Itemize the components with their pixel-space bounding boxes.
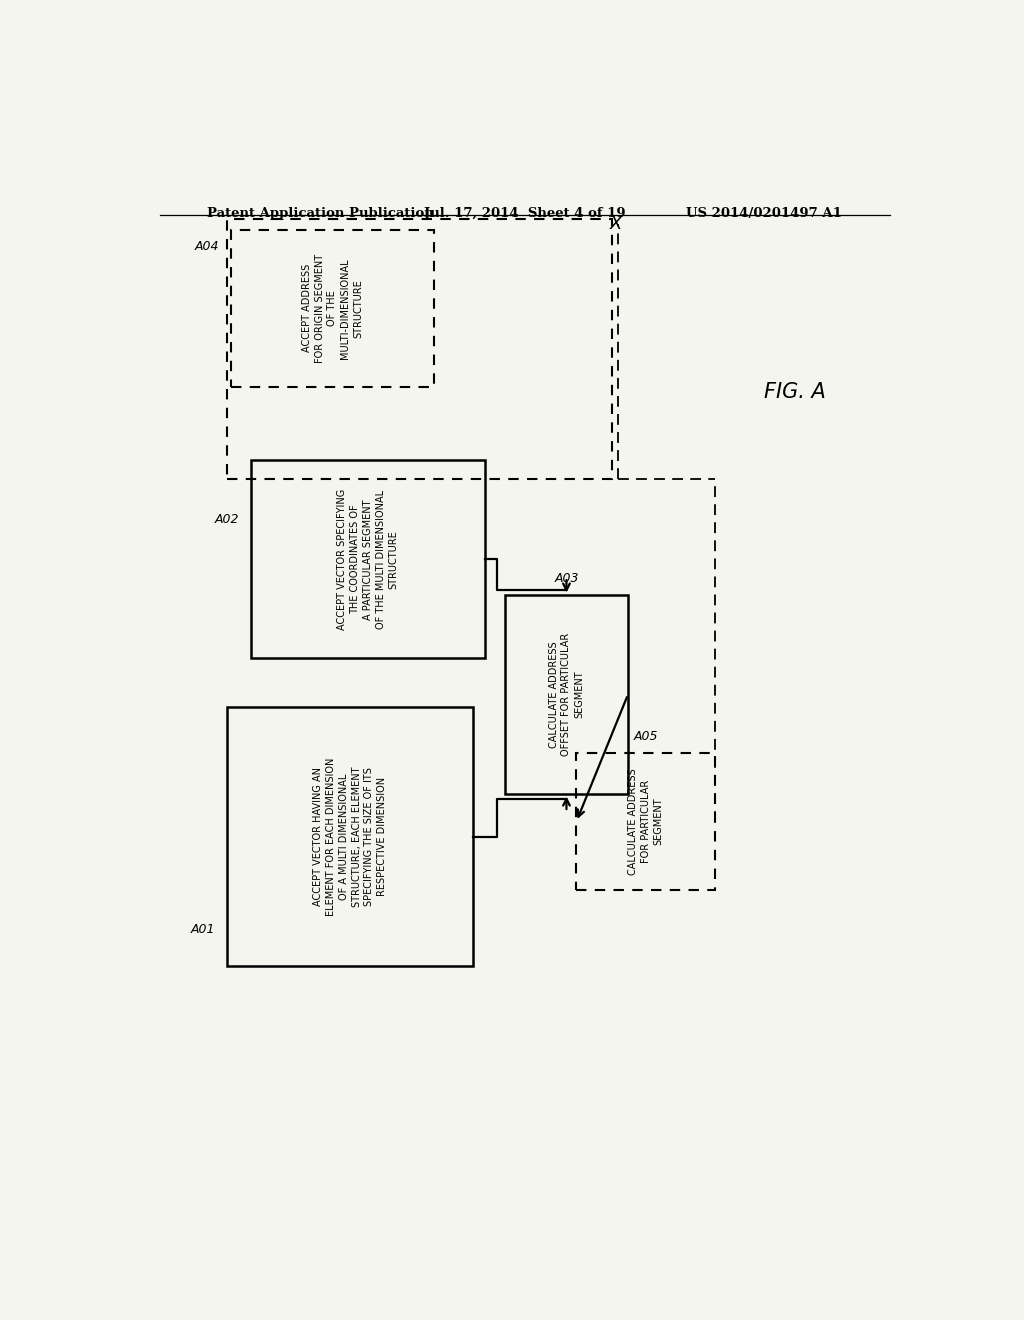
- Bar: [227, 708, 473, 966]
- Bar: [227, 219, 612, 479]
- Text: ACCEPT ADDRESS
FOR ORIGIN SEGMENT
OF THE
MULTI-DIMENSIONAL
STRUCTURE: ACCEPT ADDRESS FOR ORIGIN SEGMENT OF THE…: [302, 253, 362, 363]
- Text: Patent Application Publication: Patent Application Publication: [207, 207, 434, 220]
- Text: US 2014/0201497 A1: US 2014/0201497 A1: [686, 207, 842, 220]
- Text: A05: A05: [634, 730, 658, 743]
- Text: ACCEPT VECTOR HAVING AN
ELEMENT FOR EACH DIMENSION
OF A MULTI DIMENSIONAL
STRUCT: ACCEPT VECTOR HAVING AN ELEMENT FOR EACH…: [313, 758, 387, 916]
- Text: A03: A03: [554, 573, 579, 585]
- Text: X: X: [610, 215, 623, 234]
- Bar: [505, 595, 628, 793]
- Text: Jul. 17, 2014  Sheet 4 of 19: Jul. 17, 2014 Sheet 4 of 19: [424, 207, 626, 220]
- Text: FIG. A: FIG. A: [764, 383, 825, 403]
- Text: CALCULATE ADDRESS
FOR PARTICULAR
SEGMENT: CALCULATE ADDRESS FOR PARTICULAR SEGMENT: [628, 768, 664, 875]
- Text: A04: A04: [195, 240, 219, 252]
- Bar: [231, 230, 433, 387]
- Text: CALCULATE ADDRESS
OFFSET FOR PARTICULAR
SEGMENT: CALCULATE ADDRESS OFFSET FOR PARTICULAR …: [549, 632, 585, 756]
- Text: A02: A02: [215, 513, 240, 527]
- Bar: [577, 752, 716, 890]
- Text: A01: A01: [190, 923, 215, 936]
- Text: ACCEPT VECTOR SPECIFYING
THE COORDINATES OF
A PARTICULAR SEGMENT
OF THE MULTI DI: ACCEPT VECTOR SPECIFYING THE COORDINATES…: [338, 488, 398, 630]
- Bar: [251, 461, 485, 659]
